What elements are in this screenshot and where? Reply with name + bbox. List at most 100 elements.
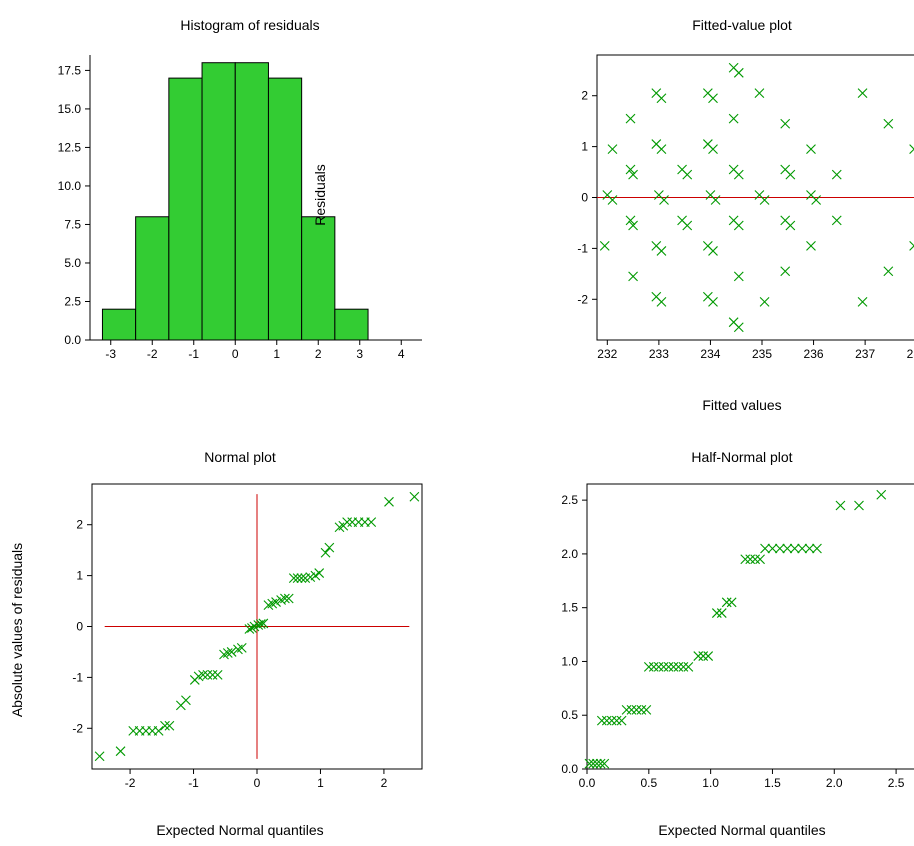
- data-point: [811, 195, 822, 205]
- data-point: [595, 758, 606, 769]
- data-point: [226, 647, 237, 657]
- data-point: [857, 88, 868, 99]
- data-point: [198, 669, 208, 680]
- y-tick-label: 0: [76, 620, 83, 634]
- data-point: [628, 169, 638, 180]
- data-point: [733, 220, 744, 231]
- normal-title: Normal plot: [204, 449, 276, 465]
- data-point: [267, 598, 278, 609]
- y-tick-label: 17.5: [58, 63, 82, 77]
- data-point: [812, 543, 822, 554]
- data-point: [750, 554, 761, 565]
- y-tick-label: 12.5: [58, 140, 82, 154]
- data-point: [754, 88, 765, 99]
- data-point: [733, 322, 744, 333]
- data-point: [283, 593, 294, 604]
- y-tick-label: 2.5: [64, 294, 81, 308]
- data-point: [785, 220, 796, 231]
- data-point: [708, 93, 718, 104]
- x-tick-label: 0.0: [579, 776, 596, 790]
- data-point: [596, 715, 607, 726]
- histogram-bar: [101, 308, 137, 341]
- y-tick-label: 15.0: [58, 102, 82, 116]
- data-point: [698, 651, 709, 661]
- x-tick-label: 233: [649, 347, 669, 361]
- histogram-panel: Histogram of residuals 0.0 2.5 5.0 7.5 10.0 1…: [58, 17, 422, 361]
- data-point: [831, 215, 842, 226]
- histogram-bar: [234, 62, 269, 341]
- x-tick-label: -3: [105, 347, 116, 361]
- data-point: [292, 573, 303, 584]
- y-tick-label: 7.5: [64, 217, 81, 231]
- fitted-y-axis-label: Residuals: [312, 164, 328, 225]
- y-tick-label: 2: [581, 89, 588, 103]
- data-point: [181, 695, 191, 706]
- x-tick-label: 2.0: [826, 776, 843, 790]
- data-point: [710, 195, 721, 205]
- data-point: [202, 669, 213, 680]
- data-point: [785, 169, 796, 180]
- data-point: [831, 169, 842, 180]
- data-point: [222, 648, 233, 658]
- data-point: [857, 296, 868, 307]
- histogram-bar: [168, 77, 203, 341]
- x-tick-label: 238: [907, 347, 914, 361]
- data-point: [280, 593, 290, 604]
- x-tick-label: 2: [381, 776, 388, 790]
- x-tick-label: -1: [188, 776, 199, 790]
- data-point: [592, 758, 602, 769]
- data-point: [909, 144, 914, 155]
- normal-x-ticks: -2 -1 0 1 2: [125, 769, 388, 790]
- histogram-x-ticks: -3 -2 -1 0 1 2 3 4: [105, 340, 405, 361]
- data-point: [244, 624, 255, 634]
- histogram-bar: [334, 308, 369, 341]
- data-point: [320, 547, 331, 558]
- data-point: [708, 296, 718, 307]
- data-point: [628, 271, 638, 282]
- data-point: [625, 215, 636, 226]
- data-point: [611, 715, 622, 726]
- x-tick-label: -2: [125, 776, 136, 790]
- data-point: [342, 517, 353, 528]
- data-point: [271, 597, 281, 607]
- data-point: [625, 113, 636, 124]
- data-point: [255, 619, 266, 629]
- normal-panel: Normal plot -2 -1 0 1 2 -2 -1 0 1 2 Absolute val…: [9, 449, 423, 838]
- y-tick-label: -2: [72, 721, 83, 735]
- data-point: [628, 220, 638, 231]
- data-point: [656, 296, 667, 307]
- halfnormal-y-ticks: 0.0 0.5 1.0 1.5 2.0 2.5: [561, 493, 587, 776]
- data-point: [636, 704, 647, 715]
- data-point: [212, 669, 223, 680]
- data-point: [806, 240, 816, 251]
- data-point: [324, 542, 335, 553]
- data-point: [797, 543, 808, 554]
- data-point: [804, 543, 815, 554]
- data-point: [621, 704, 632, 715]
- y-tick-label: -1: [577, 241, 588, 255]
- data-point: [711, 608, 722, 618]
- histogram-bar: [135, 216, 170, 341]
- data-point: [854, 500, 864, 511]
- data-point: [760, 543, 770, 554]
- y-tick-label: 10.0: [58, 179, 82, 193]
- data-point: [601, 715, 612, 726]
- normal-y-ticks: -2 -1 0 1 2: [72, 518, 92, 735]
- data-point: [728, 113, 739, 124]
- data-point: [789, 543, 800, 554]
- data-point: [782, 543, 793, 554]
- data-point: [236, 642, 247, 653]
- data-point: [588, 758, 599, 769]
- data-point: [219, 649, 229, 660]
- halfnormal-x-ticks: 0.0 0.5 1.0 1.5 2.0 2.5: [579, 769, 905, 790]
- x-tick-label: 0: [254, 776, 261, 790]
- data-point: [263, 600, 274, 611]
- y-tick-label: 1: [76, 569, 83, 583]
- data-point: [668, 661, 679, 672]
- x-tick-label: 1.0: [702, 776, 719, 790]
- fitted-x-axis-label: Fitted values: [702, 397, 781, 413]
- data-point: [726, 597, 737, 608]
- data-point: [599, 240, 610, 251]
